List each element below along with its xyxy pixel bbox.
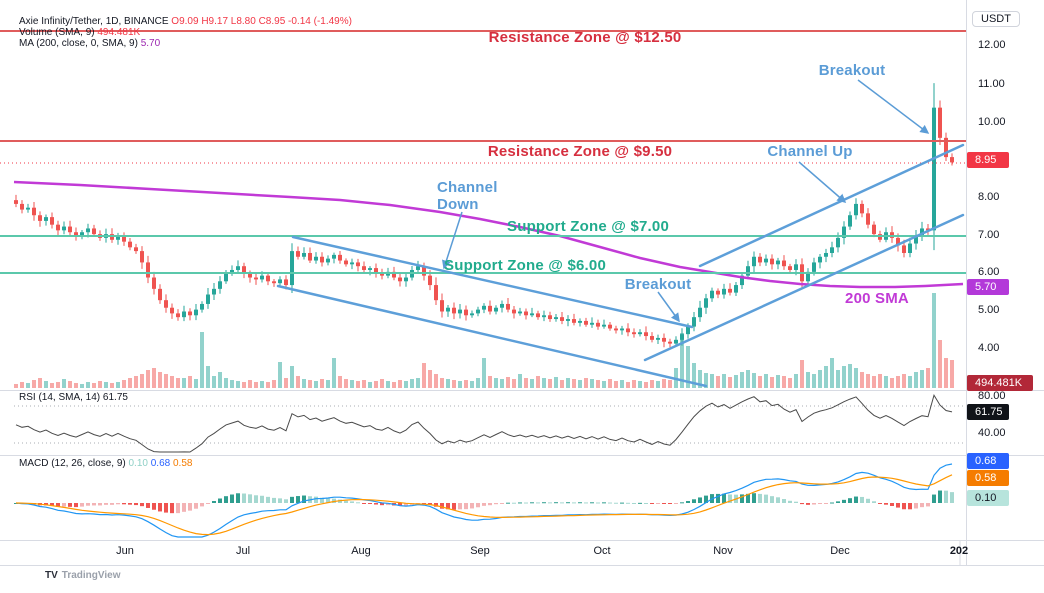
- annotation-channel-up[interactable]: Channel Up: [767, 143, 853, 160]
- trendline-up-bot[interactable]: [643, 213, 965, 362]
- macd-legend-label[interactable]: MACD (12, 26, close, 9): [19, 458, 126, 469]
- macd-hist-value: 0.10: [128, 458, 148, 469]
- annotation-support-6-00[interactable]: Support Zone @ $6.00: [444, 257, 606, 274]
- tradingview-logo-icon: TV: [45, 570, 58, 581]
- currency-badge[interactable]: USDT: [972, 11, 1020, 27]
- symbol-title[interactable]: Axie Infinity/Tether, 1D, BINANCE: [19, 16, 169, 27]
- sma-value-badge: 5.70: [967, 279, 1009, 295]
- trendline-down-top[interactable]: [291, 235, 694, 329]
- tradingview-logo-text: TradingView: [61, 570, 121, 581]
- macd-line-value: 0.68: [150, 458, 171, 469]
- ma-legend-label[interactable]: MA (200, close, 0, SMA, 9): [19, 38, 138, 49]
- rsi-line[interactable]: [15, 393, 953, 453]
- price-tick-4: 4.00: [978, 342, 1000, 354]
- rsi-legend-row[interactable]: RSI (14, SMA, 14) 61.75: [19, 392, 128, 403]
- macd-histogram: [14, 490, 954, 514]
- month-label-dec: Dec: [830, 545, 850, 557]
- tradingview-watermark[interactable]: TV TradingView: [45, 570, 121, 581]
- rsi-tick-80: 80.00: [978, 390, 1006, 402]
- sma-200-line[interactable]: [13, 180, 964, 289]
- month-label-jun: Jun: [116, 545, 134, 557]
- volume-legend-value: 494.481K: [97, 27, 141, 38]
- month-label-oct: Oct: [593, 545, 611, 557]
- rsi-tick-40: 40.00: [978, 427, 1006, 439]
- rsi-legend-label[interactable]: RSI (14, SMA, 14): [19, 392, 101, 403]
- annotation-arrow-0[interactable]: [857, 79, 930, 134]
- volume-legend-label[interactable]: Volume (SMA, 9): [19, 27, 95, 38]
- last-price-badge: 8.95: [967, 152, 1009, 168]
- annotation-breakout-upper[interactable]: Breakout: [818, 62, 886, 79]
- macd-hist-badge: 0.10: [967, 490, 1009, 506]
- rsi-legend-value: 61.75: [102, 392, 128, 403]
- trendline-up-top[interactable]: [698, 143, 965, 268]
- price-tick-11: 11.00: [978, 78, 1005, 90]
- ma-legend-value: 5.70: [140, 38, 161, 49]
- volume-legend-row[interactable]: Volume (SMA, 9) 494.481K: [19, 27, 140, 38]
- annotation-resistance-9-50[interactable]: Resistance Zone @ $9.50: [487, 143, 673, 160]
- macd-line[interactable]: [15, 463, 953, 538]
- rsi-value-badge: 61.75: [967, 404, 1009, 420]
- annotation-arrow-1[interactable]: [798, 161, 847, 203]
- ohlc-values: O9.09 H9.17 L8.80 C8.95 -0.14 (-1.49%): [171, 16, 352, 27]
- volume-value-badge: 494.481K: [967, 375, 1033, 391]
- annotation-resistance-12-50[interactable]: Resistance Zone @ $12.50: [488, 29, 682, 46]
- macd-value-badge: 0.68: [967, 453, 1009, 469]
- symbol-legend-row[interactable]: Axie Infinity/Tether, 1D, BINANCE O9.09 …: [19, 16, 352, 27]
- year-label-2022: 202: [949, 545, 969, 557]
- month-label-sep: Sep: [470, 545, 490, 557]
- macd-signal-line[interactable]: [15, 474, 953, 536]
- price-tick-5: 5.00: [978, 304, 1000, 316]
- price-tick-8: 8.00: [978, 191, 1000, 203]
- annotation-200-sma[interactable]: 200 SMA: [845, 290, 909, 307]
- annotation-breakout-lower[interactable]: Breakout: [624, 276, 692, 293]
- macd-signal-badge: 0.58: [967, 470, 1009, 486]
- price-axis-border: [966, 0, 967, 566]
- price-tick-6: 6.00: [978, 266, 1000, 278]
- price-tick-10: 10.00: [978, 116, 1006, 128]
- annotation-channel-down[interactable]: Channel Down: [437, 179, 498, 213]
- month-label-jul: Jul: [235, 545, 251, 557]
- month-label-nov: Nov: [713, 545, 733, 557]
- annotation-arrow-3[interactable]: [657, 291, 680, 323]
- price-tick-7: 7.00: [978, 229, 1000, 241]
- macd-signal-value: 0.58: [173, 458, 193, 469]
- annotation-arrow-2[interactable]: [442, 211, 463, 270]
- price-tick-12: 12.00: [978, 39, 1006, 51]
- ma-legend-row[interactable]: MA (200, close, 0, SMA, 9) 5.70: [19, 38, 160, 49]
- trendline-down-bot[interactable]: [276, 284, 708, 388]
- candlesticks: [14, 83, 954, 348]
- annotation-support-7-00[interactable]: Support Zone @ $7.00: [507, 218, 669, 235]
- macd-legend-row[interactable]: MACD (12, 26, close, 9) 0.10 0.68 0.58: [19, 458, 192, 469]
- volume-bars: [14, 293, 954, 388]
- month-label-aug: Aug: [351, 545, 371, 557]
